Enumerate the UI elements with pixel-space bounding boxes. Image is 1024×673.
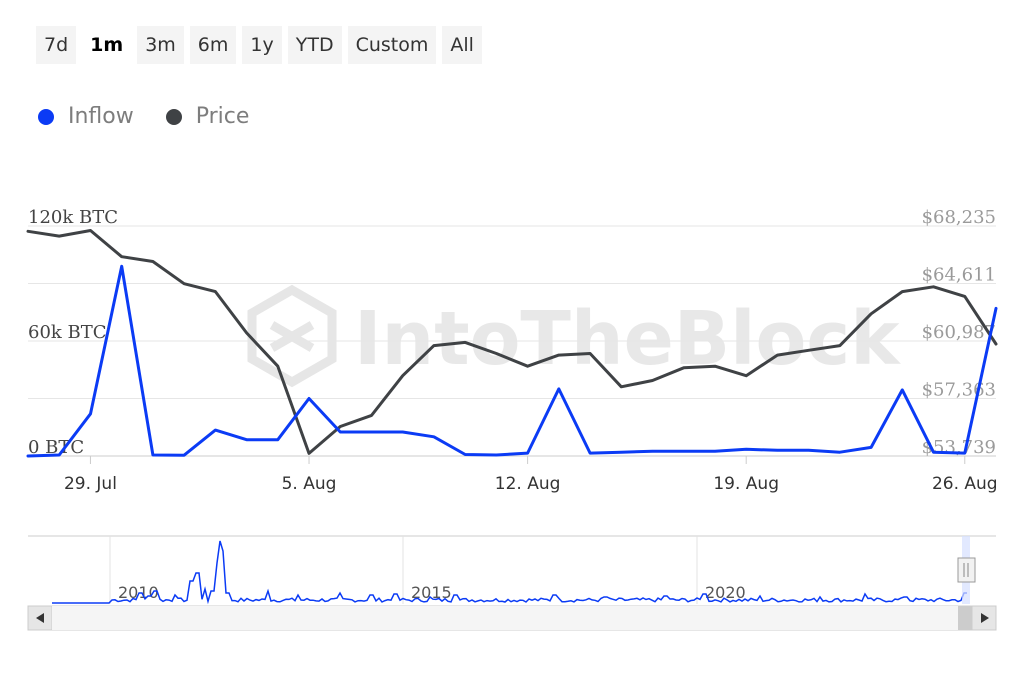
legend-dot-price [165, 108, 182, 125]
chart-legend: Inflow Price [38, 104, 249, 129]
right-axis-tick-label: $68,235 [922, 207, 996, 228]
watermark: IntoTheBlock [247, 284, 901, 388]
scrollbar-gutter[interactable] [52, 606, 958, 630]
navigator-series-line [52, 540, 967, 605]
x-axis: 29. Jul 5. Aug 12. Aug 19. Aug 26. Aug [64, 456, 998, 494]
right-axis-tick-label: $57,363 [922, 380, 996, 401]
navigator-handle[interactable] [957, 557, 976, 583]
arrow-right-icon [981, 613, 989, 623]
grid-lines [28, 225, 996, 457]
range-6m-button[interactable]: 6m [189, 26, 237, 64]
navigator-year-label: 2015 [411, 583, 452, 602]
series-line-price[interactable] [26, 229, 998, 455]
navigator-year-label: 2020 [705, 583, 746, 602]
right-axis: $53,739$57,363$60,987$64,611$68,235 [922, 207, 996, 458]
watermark-logo-icon [247, 284, 337, 388]
legend-dot-inflow [38, 108, 54, 125]
right-axis-tick-label: $64,611 [922, 265, 996, 286]
legend-label-price: Price [195, 104, 250, 129]
range-selector: 7d 1m 3m 6m 1y YTD Custom All [36, 26, 482, 64]
range-1y-button[interactable]: 1y [242, 26, 282, 64]
series-line-inflow[interactable] [26, 264, 998, 458]
range-3m-button[interactable]: 3m [137, 26, 184, 64]
x-axis-tick-label: 26. Aug [932, 474, 998, 494]
watermark-text: IntoTheBlock [354, 296, 901, 382]
range-all-button[interactable]: All [442, 26, 482, 64]
arrow-left-icon [36, 613, 44, 623]
series-layer [26, 229, 998, 458]
legend-item-inflow[interactable]: Inflow [38, 104, 134, 129]
navigator-grid: 2010 2015 2020 [109, 536, 746, 604]
x-axis-tick-label: 29. Jul [64, 474, 117, 494]
legend-item-price[interactable]: Price [165, 104, 250, 129]
x-axis-tick-label: 19. Aug [713, 474, 779, 494]
range-7d-button[interactable]: 7d [36, 26, 77, 64]
range-custom-button[interactable]: Custom [347, 26, 437, 64]
x-axis-tick-label: 5. Aug [282, 474, 337, 494]
legend-label-inflow: Inflow [68, 104, 134, 129]
x-axis-tick-label: 12. Aug [495, 474, 561, 494]
scrollbar-thumb[interactable] [958, 606, 972, 630]
left-axis-tick-label: 120k BTC [28, 207, 118, 228]
navigator: 2010 2015 2020 [28, 535, 996, 605]
right-axis-tick-label: $60,987 [922, 322, 996, 343]
range-ytd-button[interactable]: YTD [287, 26, 342, 64]
left-axis-tick-label: 60k BTC [28, 322, 107, 343]
scrollbar[interactable] [27, 605, 997, 631]
range-1m-button[interactable]: 1m [82, 26, 132, 64]
navigator-year-label: 2010 [118, 583, 159, 602]
